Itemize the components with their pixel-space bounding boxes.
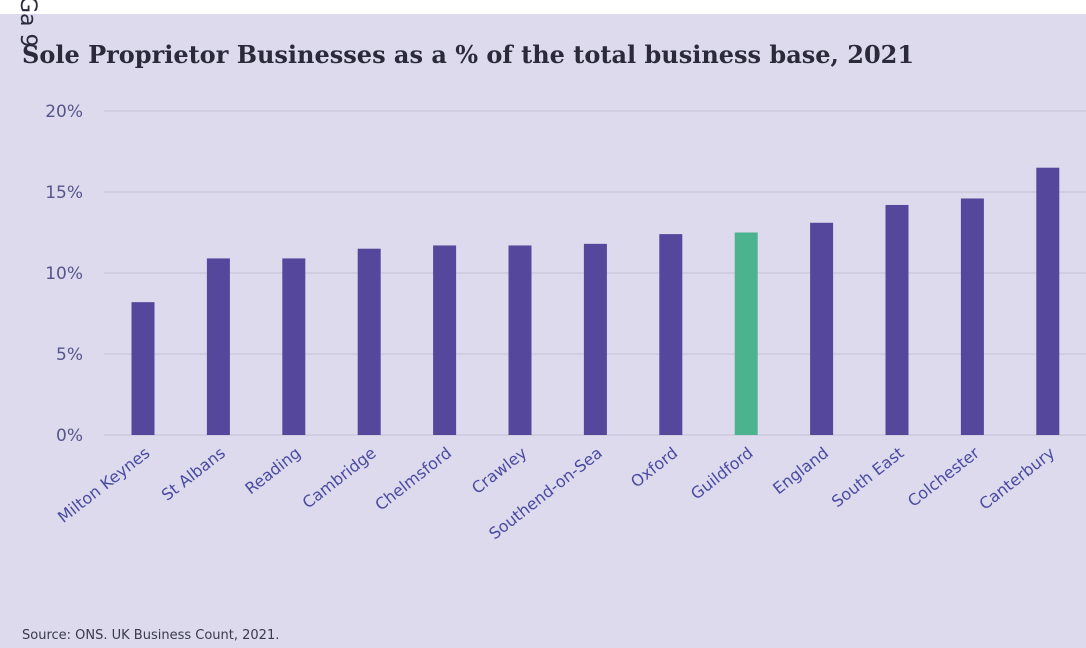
bar-cambridge bbox=[357, 248, 381, 435]
x-tick-label: Colchester bbox=[904, 443, 983, 511]
bar-oxford bbox=[659, 234, 683, 435]
x-tick-label: Oxford bbox=[627, 443, 681, 491]
x-tick-label: South East bbox=[828, 443, 908, 511]
bar-guildford bbox=[734, 232, 758, 435]
bar-colchester bbox=[960, 198, 984, 435]
bar-south-east bbox=[885, 204, 909, 435]
chart-title: Sole Proprietor Businesses as a % of the… bbox=[22, 40, 915, 69]
x-tick-label: Crawley bbox=[468, 443, 530, 498]
bar-england bbox=[810, 222, 834, 435]
x-tick-label: Chelmsford bbox=[371, 443, 455, 514]
bar-canterbury bbox=[1036, 167, 1060, 435]
y-tick-label: 15% bbox=[45, 183, 83, 203]
x-tick-label: Milton Keynes bbox=[54, 443, 153, 527]
x-axis-ticks: Milton Keynes St Albans ReadingCambridgeCh… bbox=[54, 443, 1058, 543]
x-tick-label: St Albans bbox=[158, 443, 229, 504]
x-tick-label: Canterbury bbox=[976, 443, 1059, 513]
bar-southend-on-sea bbox=[583, 243, 607, 435]
y-tick-label: 20% bbox=[45, 102, 83, 122]
bar-reading bbox=[282, 258, 306, 435]
x-tick-label: Cambridge bbox=[299, 443, 380, 512]
x-tick-label: Reading bbox=[241, 443, 304, 498]
x-tick-label: Guildford bbox=[687, 443, 757, 503]
source-note: Source: ONS. UK Business Count, 2021. bbox=[22, 628, 280, 643]
bar-chelmsford bbox=[433, 245, 457, 435]
bars bbox=[131, 167, 1060, 435]
bar-milton-keynes bbox=[131, 302, 155, 435]
y-tick-label: 0% bbox=[56, 426, 83, 446]
bar-crawley bbox=[508, 245, 532, 435]
y-tick-label: 5% bbox=[56, 345, 83, 365]
y-tick-label: 10% bbox=[45, 264, 83, 284]
x-tick-label: England bbox=[769, 443, 832, 498]
bar-st-albans bbox=[206, 258, 230, 435]
y-axis-ticks: 0% 5% 10% 15% 20% bbox=[45, 102, 83, 446]
